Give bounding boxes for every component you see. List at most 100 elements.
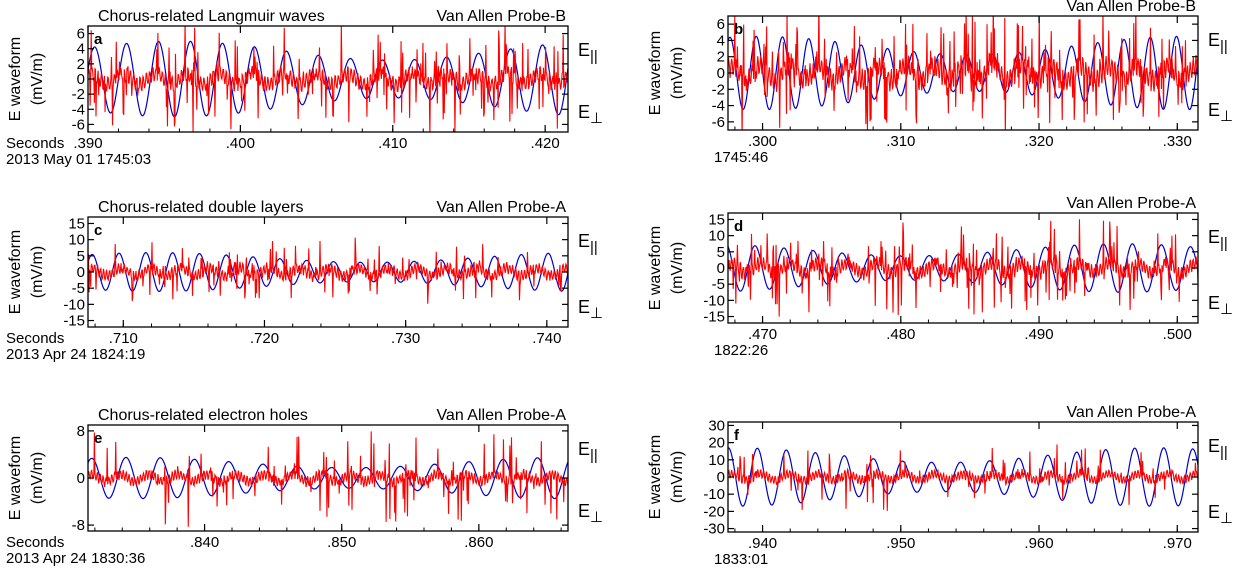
y-tick-label: -10 [63,296,85,313]
y-tick-label: 6 [77,26,85,43]
x-tick-label: .390 [73,135,102,152]
x-tick-label: .730 [391,330,420,347]
legend-e-perpendicular: E⊥ [578,102,603,127]
panel-e: .840 .850 .860 8 0 -8 E waveform (mV/m) e Chorus-… [6,407,603,567]
x-tick-label: .320 [1024,133,1053,150]
probe-label: Van Allen Probe-B [1066,0,1196,15]
y-tick-label: -5 [72,280,85,297]
y-axis-unit: (mV/m) [29,246,46,298]
y-tick-label: -8 [72,517,85,534]
legend-parallel-subscript: || [590,447,598,464]
y-tick-label: -15 [63,313,85,330]
legend-parallel-subscript: || [590,48,598,65]
panel-letter: b [734,21,743,38]
panel-traces [728,16,1198,130]
panel-traces [88,26,568,132]
legend-perpendicular-subscript: ⊥ [590,110,603,127]
probe-label: Van Allen Probe-A [436,407,566,424]
x-tick-label: .480 [886,326,915,343]
y-axis-unit: (mV/m) [29,452,46,504]
panel-traces [88,431,568,527]
x-tick-label: .420 [531,135,560,152]
y-tick-label: 0 [77,71,85,88]
y-tick-label: -10 [703,292,725,309]
legend-perpendicular-subscript: ⊥ [1220,108,1233,125]
y-tick-label: -6 [712,114,725,131]
y-tick-label: 0 [717,65,725,82]
y-tick-label: 0 [717,260,725,277]
y-tick-label: 20 [708,435,725,452]
panel-title: Chorus-related Langmuir waves [98,8,325,25]
legend-parallel-subscript: || [590,239,598,256]
y-tick-label: 0 [77,470,85,487]
x-axis-label: Seconds [6,534,64,551]
legend-e-parallel: E|| [578,40,598,65]
y-axis-label: E waveform [647,226,664,310]
panel-letter: a [94,31,103,48]
series-line-parallel-e [88,431,568,527]
x-tick-label: .470 [748,326,777,343]
y-axis-unit: (mV/m) [669,242,686,294]
legend-e-perpendicular: E⊥ [1208,100,1233,125]
series-line-parallel-d [728,219,1198,317]
panel-title: Chorus-related double layers [98,199,303,216]
y-tick-label: -30 [703,521,725,538]
panel-letter: d [734,218,743,235]
y-tick-label: -5 [712,276,725,293]
x-tick-label: .500 [1163,326,1192,343]
series-line-parallel-a [88,26,568,132]
x-tick-label: .940 [748,535,777,552]
legend-e-parallel: E|| [1208,30,1228,55]
y-tick-label: -2 [72,86,85,103]
x-tick-label: .740 [532,330,561,347]
y-tick-label: -2 [712,81,725,98]
x-tick-label: .710 [109,330,138,347]
y-tick-label: 10 [708,228,725,245]
legend-e-parallel: E|| [1208,227,1228,252]
series-line-perpendicular-f [728,447,1198,507]
panel-traces [728,219,1198,317]
legend-perpendicular-subscript: ⊥ [590,305,603,322]
legend-e-perpendicular: E⊥ [1208,293,1233,318]
panel-letter: e [94,430,102,447]
x-axis-label: Seconds [6,330,64,347]
legend-parallel-subscript: || [1220,444,1228,461]
date-label: 1822:26 [714,342,768,359]
y-tick-label: -6 [72,116,85,133]
y-tick-label: -15 [703,309,725,326]
date-label: 2013 Apr 24 1830:36 [6,550,145,567]
date-label: 2013 Apr 24 1824:19 [6,346,145,363]
legend-e-parallel: E|| [1208,436,1228,461]
y-axis-label: E waveform [7,37,24,121]
legend-e-parallel: E|| [578,439,598,464]
date-label: 1745:46 [714,149,768,166]
y-axis-unit: (mV/m) [669,47,686,99]
panel-title: Chorus-related electron holes [98,407,308,424]
date-label: 2013 May 01 1745:03 [6,151,151,168]
series-line-parallel-b [728,16,1198,130]
x-tick-label: .720 [250,330,279,347]
legend-parallel-subscript: || [1220,235,1228,252]
panel-traces [728,444,1198,511]
x-tick-label: .400 [226,135,255,152]
y-tick-label: 6 [717,16,725,33]
series-line-parallel-c [88,237,568,304]
y-tick-label: 5 [77,248,85,265]
x-tick-label: .960 [1024,535,1053,552]
legend-perpendicular-subscript: ⊥ [1220,510,1233,527]
legend-e-parallel: E|| [578,231,598,256]
y-tick-label: -10 [703,486,725,503]
panel-letter: c [94,222,102,239]
x-tick-label: .410 [378,135,407,152]
x-tick-label: .970 [1163,535,1192,552]
legend-perpendicular-subscript: ⊥ [1220,301,1233,318]
legend-perpendicular-subscript: ⊥ [590,509,603,526]
y-tick-label: 0 [77,264,85,281]
y-axis-label: E waveform [647,435,664,519]
series-line-parallel-f [728,444,1198,511]
